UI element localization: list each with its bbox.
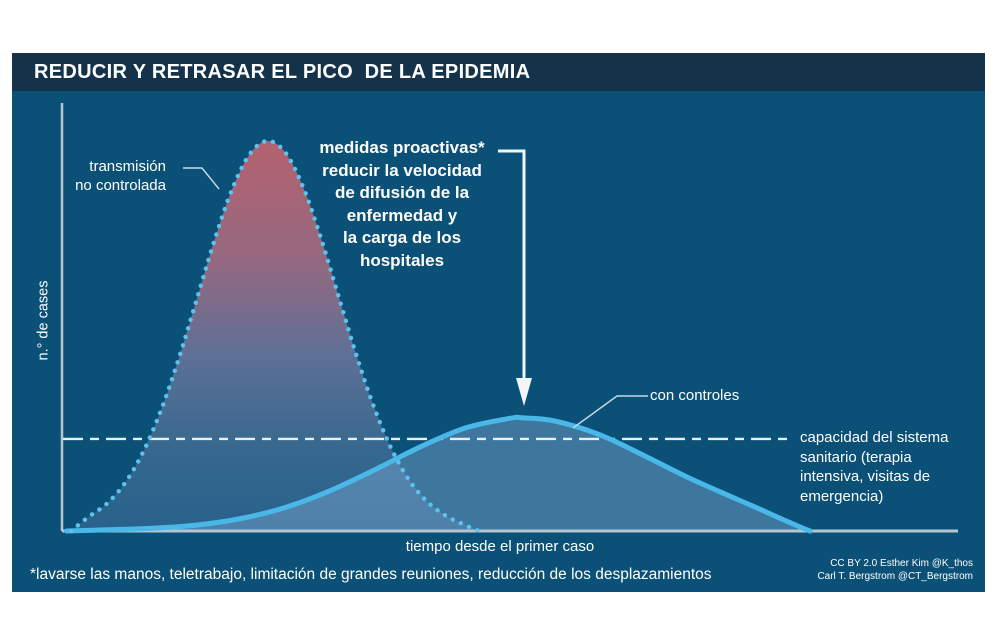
epidemic-infographic: REDUCIR Y RETRASAR EL PICO DE LA EPIDEMI…: [12, 53, 985, 592]
curve-fills: [66, 141, 811, 531]
uncontrolled-label-line2: no controlada: [75, 177, 166, 194]
capacity-line-3: intensiva, visitas de: [800, 468, 931, 485]
uncontrolled-connector-line: [183, 167, 220, 190]
footnote: *lavarse las manos, teletrabajo, limitac…: [30, 566, 712, 583]
proactive-line-4: enfermedad y: [346, 205, 458, 225]
epidemic-curves-chart: [60, 103, 958, 534]
capacity-line-2: sanitario (terapia: [800, 448, 912, 466]
proactive-line-6: hospitales: [359, 250, 445, 270]
with-controls-label: con controles: [650, 387, 740, 404]
capacity-line-1: capacidad del sistema: [800, 429, 949, 446]
con-controles-connector-line: [572, 395, 648, 429]
credits: CC BY 2.0 Esther Kim @K_thos Carl T. Ber…: [817, 558, 973, 583]
chart-title: REDUCIR Y RETRASAR EL PICO DE LA EPIDEMI…: [34, 60, 531, 83]
x-axis-label: tiempo desde el primer caso: [405, 538, 595, 555]
y-axis-label: n.° de cases: [35, 280, 52, 361]
proactive-line-3: de difusión de la: [334, 183, 470, 202]
annotation-lines: [183, 149, 648, 429]
controlled-curve-area: [66, 417, 811, 531]
credits-line1: CC BY 2.0 Esther Kim @K_thos: [830, 558, 973, 569]
uncontrolled-transmission-label: transmisión no controlada: [20, 157, 166, 195]
uncontrolled-curve-dotted-stroke: [68, 138, 481, 534]
uncontrolled-curve-area: [71, 141, 479, 531]
proactive-measures-label: medidas proactivas* reducir la velocidad…: [295, 137, 509, 272]
proactive-line-1: medidas proactivas*: [319, 138, 485, 157]
healthcare-capacity-label: capacidad del sistema sanitario (terapia…: [800, 428, 975, 506]
proactive-measures-arrow-shaft: [498, 149, 526, 379]
capacity-line-4: emergencia): [800, 487, 884, 505]
proactive-line-5: la carga de los: [342, 228, 462, 247]
controlled-curve-stroke: [64, 414, 813, 534]
curve-strokes: [64, 138, 813, 534]
credits-line2: Carl T. Bergstrom @CT_Bergstrom: [817, 570, 973, 582]
title-bar: REDUCIR Y RETRASAR EL PICO DE LA EPIDEMI…: [12, 53, 985, 91]
down-arrow-icon: [516, 378, 532, 406]
proactive-line-2: reducir la velocidad: [322, 160, 482, 180]
uncontrolled-label-line1: transmisión: [89, 158, 166, 175]
